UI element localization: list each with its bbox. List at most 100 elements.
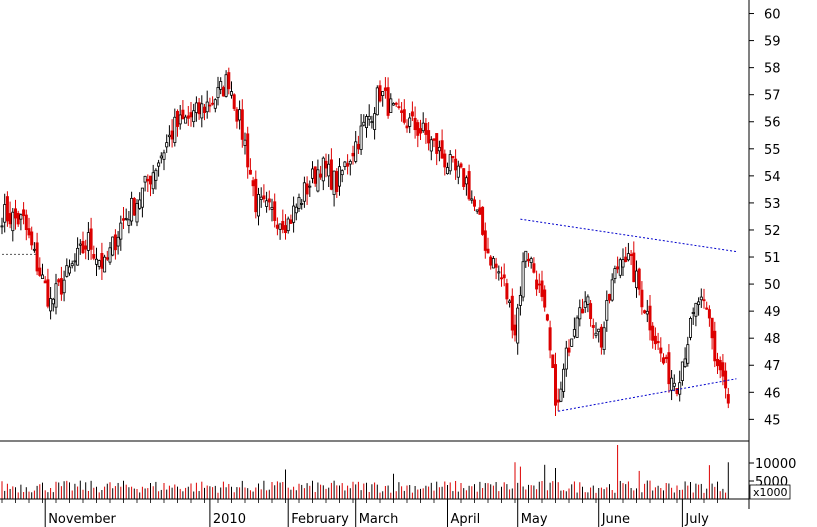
candle-body	[65, 265, 69, 277]
month-label: June	[601, 512, 630, 527]
candle-body	[13, 208, 17, 219]
candle	[232, 93, 236, 112]
candle	[535, 270, 539, 296]
candle	[165, 134, 169, 153]
candle-body	[105, 257, 109, 260]
candle	[502, 263, 506, 287]
candle-body	[148, 175, 152, 185]
candle	[340, 169, 344, 183]
candle	[386, 77, 390, 119]
candle-body	[38, 267, 42, 276]
candle	[618, 257, 622, 279]
candle	[359, 114, 363, 155]
candle	[46, 268, 50, 309]
candle	[157, 159, 161, 177]
candle-body	[502, 274, 506, 279]
candle	[316, 159, 320, 193]
candle-body	[543, 289, 547, 308]
candle-body	[697, 301, 701, 306]
candle	[667, 344, 671, 393]
candle-body	[367, 115, 371, 120]
candle-body	[324, 160, 328, 169]
month-label: November	[48, 512, 116, 527]
candle	[337, 158, 341, 196]
candle-body	[678, 382, 682, 395]
candle	[78, 239, 82, 255]
candle	[135, 199, 139, 227]
candle-body	[97, 260, 101, 267]
candle-body	[694, 302, 698, 317]
candle	[305, 176, 309, 205]
candle	[635, 260, 639, 298]
candle-body	[397, 106, 401, 108]
candle-body	[127, 219, 131, 226]
candle	[192, 103, 196, 128]
candle-body	[710, 317, 714, 339]
candle	[548, 320, 552, 359]
candle-body	[575, 317, 579, 338]
candle-body	[189, 112, 193, 118]
candle-body	[651, 325, 655, 341]
candle-body	[513, 324, 517, 336]
candle-body	[532, 263, 536, 273]
candle	[57, 278, 61, 287]
candle	[173, 108, 177, 147]
candle	[235, 107, 239, 129]
candle-body	[54, 283, 58, 308]
candle-body	[437, 146, 441, 152]
candle-body	[92, 254, 96, 259]
candle-body	[581, 308, 585, 314]
candle	[194, 96, 198, 122]
candle	[62, 270, 66, 302]
candle	[410, 101, 414, 122]
candle	[286, 216, 290, 234]
candle	[221, 85, 225, 97]
candle	[572, 317, 576, 339]
candle	[8, 201, 12, 229]
candle	[327, 154, 331, 187]
month-label: 2010	[213, 512, 246, 527]
candle	[178, 105, 182, 130]
candle	[691, 307, 695, 325]
candle-body	[319, 173, 323, 178]
candle-body	[713, 330, 717, 362]
candle	[278, 223, 282, 240]
candle	[605, 290, 609, 332]
candle-body	[670, 377, 674, 391]
candle	[581, 298, 585, 314]
candle-body	[691, 312, 695, 314]
candle	[721, 354, 725, 386]
month-label: February	[291, 512, 349, 527]
candle-body	[456, 165, 460, 178]
candle	[140, 187, 144, 218]
candle-body	[240, 109, 244, 140]
candle-body	[57, 279, 61, 283]
candle	[716, 352, 720, 375]
candle-body	[594, 332, 598, 336]
candle-body	[354, 141, 358, 162]
candle	[508, 299, 512, 308]
candle-body	[267, 198, 271, 203]
candle	[613, 265, 617, 284]
candle	[578, 299, 582, 327]
candle-body	[5, 196, 9, 222]
candle	[408, 113, 412, 134]
candle-body	[165, 142, 169, 148]
candle	[154, 168, 158, 190]
candle-body	[567, 347, 571, 353]
candle	[394, 101, 398, 108]
candle	[259, 187, 263, 208]
candle-body	[675, 388, 679, 394]
candle-body	[227, 72, 231, 90]
candle	[300, 198, 304, 210]
price-tick-label: 56	[764, 116, 781, 131]
candle-body	[721, 362, 725, 377]
candle	[84, 239, 88, 260]
candle-body	[281, 221, 285, 230]
candle-body	[370, 121, 374, 124]
candle	[116, 231, 120, 255]
candle	[656, 332, 660, 350]
candle	[397, 98, 401, 110]
candle-body	[229, 91, 233, 96]
candle-body	[489, 256, 493, 266]
